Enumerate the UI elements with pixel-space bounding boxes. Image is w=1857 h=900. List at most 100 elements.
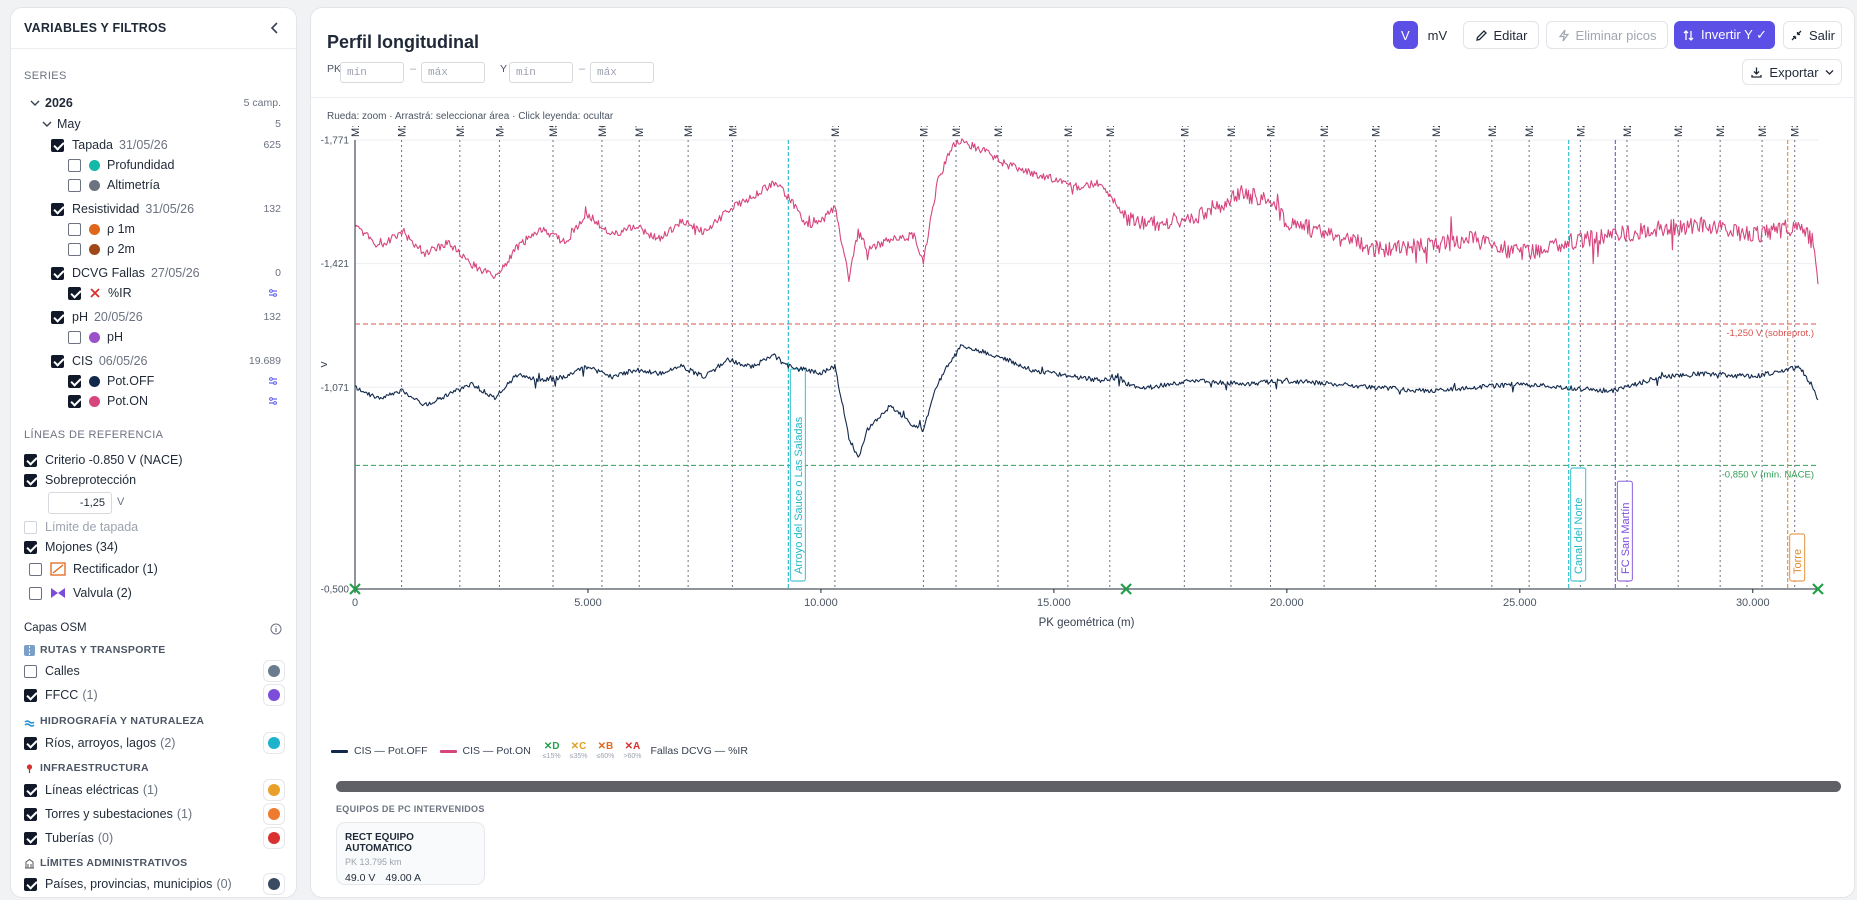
ref-limite-tapada[interactable]: Límite de tapada [24,517,138,537]
mojon-label: M2 [397,126,409,137]
pk-max-input[interactable]: máx [421,62,485,83]
valve-marker-icon[interactable] [349,583,361,595]
ref-criterio[interactable]: Criterio -0.850 V (NACE) [24,450,183,470]
ref-valvula[interactable]: Valvula (2) [29,583,132,603]
series-settings-icon[interactable] [268,376,278,389]
color-swatch[interactable] [263,684,285,706]
invert-y-button[interactable]: Invertir Y ✓ [1674,21,1775,49]
info-icon[interactable] [270,622,282,640]
y-min-input[interactable]: mín [509,62,573,83]
color-swatch[interactable] [263,779,285,801]
series-pot-off-line[interactable] [354,344,1819,458]
series-item-ir[interactable]: %IR [68,283,132,303]
checkbox[interactable] [24,736,37,750]
legend-pot-on[interactable]: CIS — Pot.ON [439,745,531,757]
group-count: 132 [263,203,281,215]
chart-scrollbar[interactable] [336,781,1841,792]
series-item-profundidad[interactable]: Profundidad [68,155,174,175]
series-group-dcvg[interactable]: DCVG Fallas 27/05/26 [51,263,200,283]
page-title: Perfil longitudinal [327,32,479,52]
x-tick-label: 15.000 [1037,597,1071,609]
checkbox[interactable] [51,202,64,216]
profile-chart[interactable]: -1,771 -1,421 -1,071 -0,500 M1 M2 M3 M4 M5 M6 M7 M8… [321,126,1841,736]
unit-v-button[interactable]: V [1393,21,1418,49]
rectifier-icon [50,562,66,576]
exit-button[interactable]: Salir [1783,21,1842,49]
checkbox[interactable] [68,178,81,192]
color-swatch[interactable] [263,660,285,682]
checkbox[interactable] [29,586,42,600]
sobreproteccion-input[interactable]: -1,25 [48,492,112,514]
checkbox[interactable] [24,877,37,891]
remove-peaks-button[interactable]: Eliminar picos [1546,21,1668,49]
ref-mojones[interactable]: Mojones (34) [24,537,118,557]
ref-rectificador[interactable]: Rectificador (1) [29,559,158,579]
checkbox[interactable] [24,473,37,487]
checkbox[interactable] [24,688,37,702]
osm-ffcc[interactable]: FFCC (1) [24,685,98,705]
checkbox[interactable] [68,158,81,172]
osm-tuberias[interactable]: Tuberías (0) [24,828,113,848]
series-group-tapada[interactable]: Tapada 31/05/26 [51,135,168,155]
legend-pot-off[interactable]: CIS — Pot.OFF [331,745,428,757]
checkbox[interactable] [68,286,81,300]
osm-torres[interactable]: Torres y subestaciones (1) [24,804,192,824]
checkbox[interactable] [68,242,81,256]
checkbox[interactable] [24,520,37,534]
checkbox[interactable] [24,540,37,554]
collapse-sidebar-icon[interactable] [267,20,283,36]
checkbox[interactable] [68,394,81,408]
series-settings-icon[interactable] [268,396,278,409]
series-item-pot-on[interactable]: Pot.ON [68,391,148,411]
color-swatch[interactable] [263,873,285,895]
checkbox[interactable] [51,138,64,152]
pk-min-input[interactable]: mín [340,62,404,83]
checkbox[interactable] [24,664,37,678]
checkbox[interactable] [68,330,81,344]
divider [311,97,1854,98]
checkbox[interactable] [51,310,64,324]
series-item-altimetria[interactable]: Altimetría [68,175,160,195]
sidebar-title: VARIABLES Y FILTROS [24,21,167,35]
series-group-resistividad[interactable]: Resistividad 31/05/26 [51,199,194,219]
osm-lineas[interactable]: Líneas eléctricas (1) [24,780,158,800]
checkbox[interactable] [24,831,37,845]
month-node[interactable]: May [41,114,81,134]
export-button[interactable]: Exportar [1742,59,1842,85]
color-swatch[interactable] [263,827,285,849]
checkbox[interactable] [24,453,37,467]
unit-mv-button[interactable]: mV [1427,27,1448,43]
valve-marker-icon[interactable] [1812,583,1824,595]
edit-button[interactable]: Editar [1463,21,1539,49]
checkbox[interactable] [24,783,37,797]
series-group-cis[interactable]: CIS 06/05/26 [51,351,148,371]
osm-calles[interactable]: Calles [24,661,80,681]
valve-marker-icon[interactable] [1120,583,1132,595]
osm-paises[interactable]: Países, provincias, municipios (0) [24,874,232,894]
color-swatch[interactable] [263,803,285,825]
series-pot-on-line[interactable] [354,138,1819,285]
color-swatch[interactable] [263,732,285,754]
ref-sobreproteccion[interactable]: Sobreprotección [24,470,136,490]
checkbox[interactable] [68,374,81,388]
series-item-pot-off[interactable]: Pot.OFF [68,371,154,391]
group-count: 19.689 [248,355,281,367]
osm-rios[interactable]: Ríos, arroyos, lagos (2) [24,733,175,753]
checkbox[interactable] [29,562,42,576]
equipment-card[interactable]: RECT EQUIPO AUTOMATICO PK 13.795 km 49.0… [336,822,485,885]
color-dot-icon [89,395,100,407]
year-node[interactable]: 2026 [29,93,73,113]
series-settings-icon[interactable] [268,288,278,301]
checkbox[interactable] [51,266,64,280]
y-max-input[interactable]: máx [590,62,654,83]
legend-faults[interactable]: ✕D ≤15% ✕C ≤35% ✕B ≤60% ✕A >60% Fallas DCVG … [543,742,748,761]
series-item-rho-1m[interactable]: ρ 1m [68,219,135,239]
mojon-label: M27 [1622,126,1634,137]
checkbox[interactable] [51,354,64,368]
chevron-down-icon [1825,69,1834,75]
series-item-rho-2m[interactable]: ρ 2m [68,239,135,259]
checkbox[interactable] [68,222,81,236]
series-item-ph[interactable]: pH [68,327,123,347]
series-group-ph[interactable]: pH 20/05/26 [51,307,143,327]
checkbox[interactable] [24,807,37,821]
